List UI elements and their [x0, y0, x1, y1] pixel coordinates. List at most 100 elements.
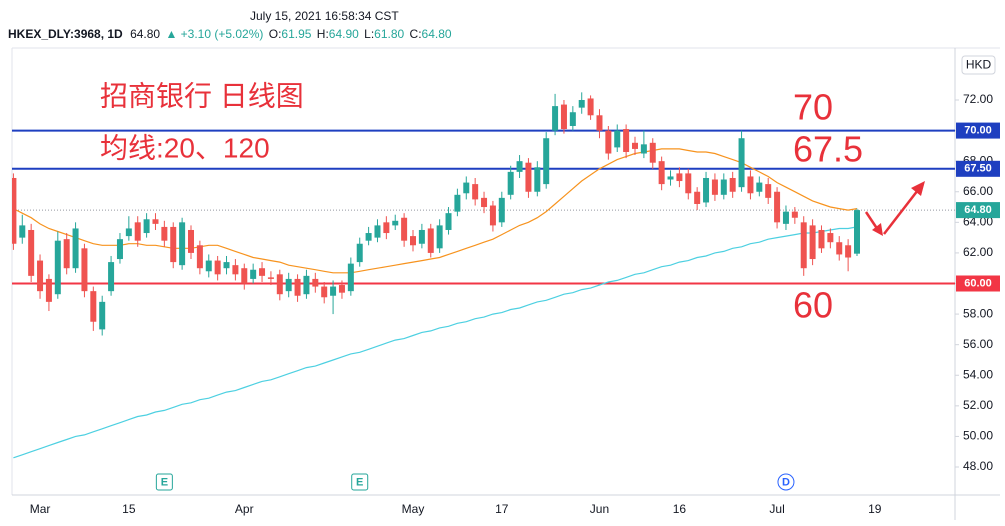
candle-body — [800, 222, 807, 269]
symbol: HKEX_DLY:3968, 1D — [8, 27, 123, 41]
candle-body — [703, 177, 710, 203]
candle-body — [383, 222, 390, 234]
x-tick-label: May — [402, 502, 425, 516]
candle-body — [516, 161, 523, 172]
price-label: 70.00 — [964, 124, 992, 136]
candle-body — [312, 278, 319, 287]
candle-body — [676, 173, 683, 182]
arrow-up — [883, 189, 919, 235]
candle-body — [170, 226, 177, 263]
price-label: 64.80 — [964, 204, 992, 216]
candle-body — [765, 184, 772, 198]
candle-body — [250, 269, 257, 279]
event-label: E — [161, 476, 168, 488]
candle-body — [827, 233, 834, 243]
candle-body — [445, 213, 452, 230]
candle-body — [552, 106, 559, 131]
candle-body — [578, 99, 585, 108]
candle-body — [108, 262, 115, 292]
candle-body — [125, 228, 132, 237]
x-tick-label: Mar — [30, 502, 51, 516]
event-marker — [155, 473, 173, 491]
candle-body — [720, 179, 727, 195]
candle-body — [845, 245, 852, 258]
candle-body — [232, 265, 239, 275]
event-marker — [351, 473, 369, 491]
candle-body — [267, 277, 274, 279]
y-tick-label: 66.00 — [963, 184, 993, 198]
y-tick-label: 52.00 — [963, 398, 993, 412]
y-tick-label: 62.00 — [963, 245, 993, 259]
last: 64.80 — [130, 27, 160, 41]
candle-body — [685, 173, 692, 194]
moving-average — [13, 226, 858, 459]
candle-body — [818, 229, 825, 249]
annotation: 招商银行 日线图 — [100, 80, 304, 111]
candle-body — [410, 236, 416, 246]
annotation: 60 — [793, 285, 833, 326]
candle-body — [28, 229, 35, 276]
y-tick-label: 48.00 — [963, 459, 993, 473]
y-tick-label: 54.00 — [963, 367, 993, 381]
x-tick-label: 15 — [122, 502, 136, 516]
candle-body — [12, 177, 17, 244]
candle-body — [525, 162, 532, 192]
candle-body — [72, 228, 79, 269]
candle-body — [667, 176, 674, 180]
candle-body — [19, 225, 26, 238]
candle-body — [774, 191, 781, 223]
candle-body — [81, 248, 88, 292]
candle-body — [596, 115, 603, 131]
candle-body — [427, 228, 434, 253]
candle-body — [623, 129, 630, 152]
c-value: 64.80 — [422, 27, 452, 41]
x-tick-label: 17 — [495, 502, 509, 516]
candle-body — [99, 301, 106, 330]
candle-body — [259, 268, 266, 276]
price-label-box — [956, 122, 1000, 139]
candle-body — [418, 229, 425, 244]
x-tick-label: Jun — [590, 502, 609, 516]
x-tick-label: 16 — [673, 502, 687, 516]
y-tick-label: 58.00 — [963, 306, 993, 320]
candle-body — [276, 274, 283, 295]
candle-body — [791, 211, 798, 218]
h-label: H: — [317, 27, 329, 41]
candle-body — [205, 260, 212, 272]
candle-body — [134, 222, 141, 241]
candle-body — [196, 245, 203, 269]
candle-body — [90, 291, 97, 322]
candle-body — [241, 268, 248, 284]
axes: 48.00 50.00 52.00 54.00 56.00 58.00 60.00 62.00… — [30, 92, 1000, 516]
candle-body — [285, 278, 292, 292]
candle-body — [507, 171, 514, 195]
candle-body — [152, 219, 159, 224]
candle-body — [214, 260, 221, 275]
price-label: 67.50 — [964, 163, 992, 175]
candle-body — [694, 191, 701, 204]
candle-body — [179, 222, 186, 266]
candle-body — [472, 184, 479, 200]
candle-body — [63, 239, 70, 269]
event-label: E — [356, 476, 363, 488]
annotation: 均线:20、120 — [100, 132, 270, 163]
candle-body — [809, 225, 816, 260]
candle-body — [347, 263, 354, 292]
price-label-box — [956, 275, 1000, 292]
candle-body — [143, 219, 150, 234]
candle-body — [498, 197, 505, 223]
l-label: L: — [364, 27, 374, 41]
l-value: 61.80 — [374, 27, 404, 41]
candle-body — [658, 161, 665, 185]
candle-body — [365, 233, 372, 241]
candle-body — [45, 278, 52, 302]
candle-body — [161, 226, 168, 241]
currency: HKD — [966, 58, 992, 72]
candle-body — [543, 138, 550, 185]
candle-body — [569, 112, 576, 126]
event-label: D — [782, 476, 790, 488]
currency-box[interactable] — [961, 55, 996, 75]
candle-body — [463, 182, 470, 194]
